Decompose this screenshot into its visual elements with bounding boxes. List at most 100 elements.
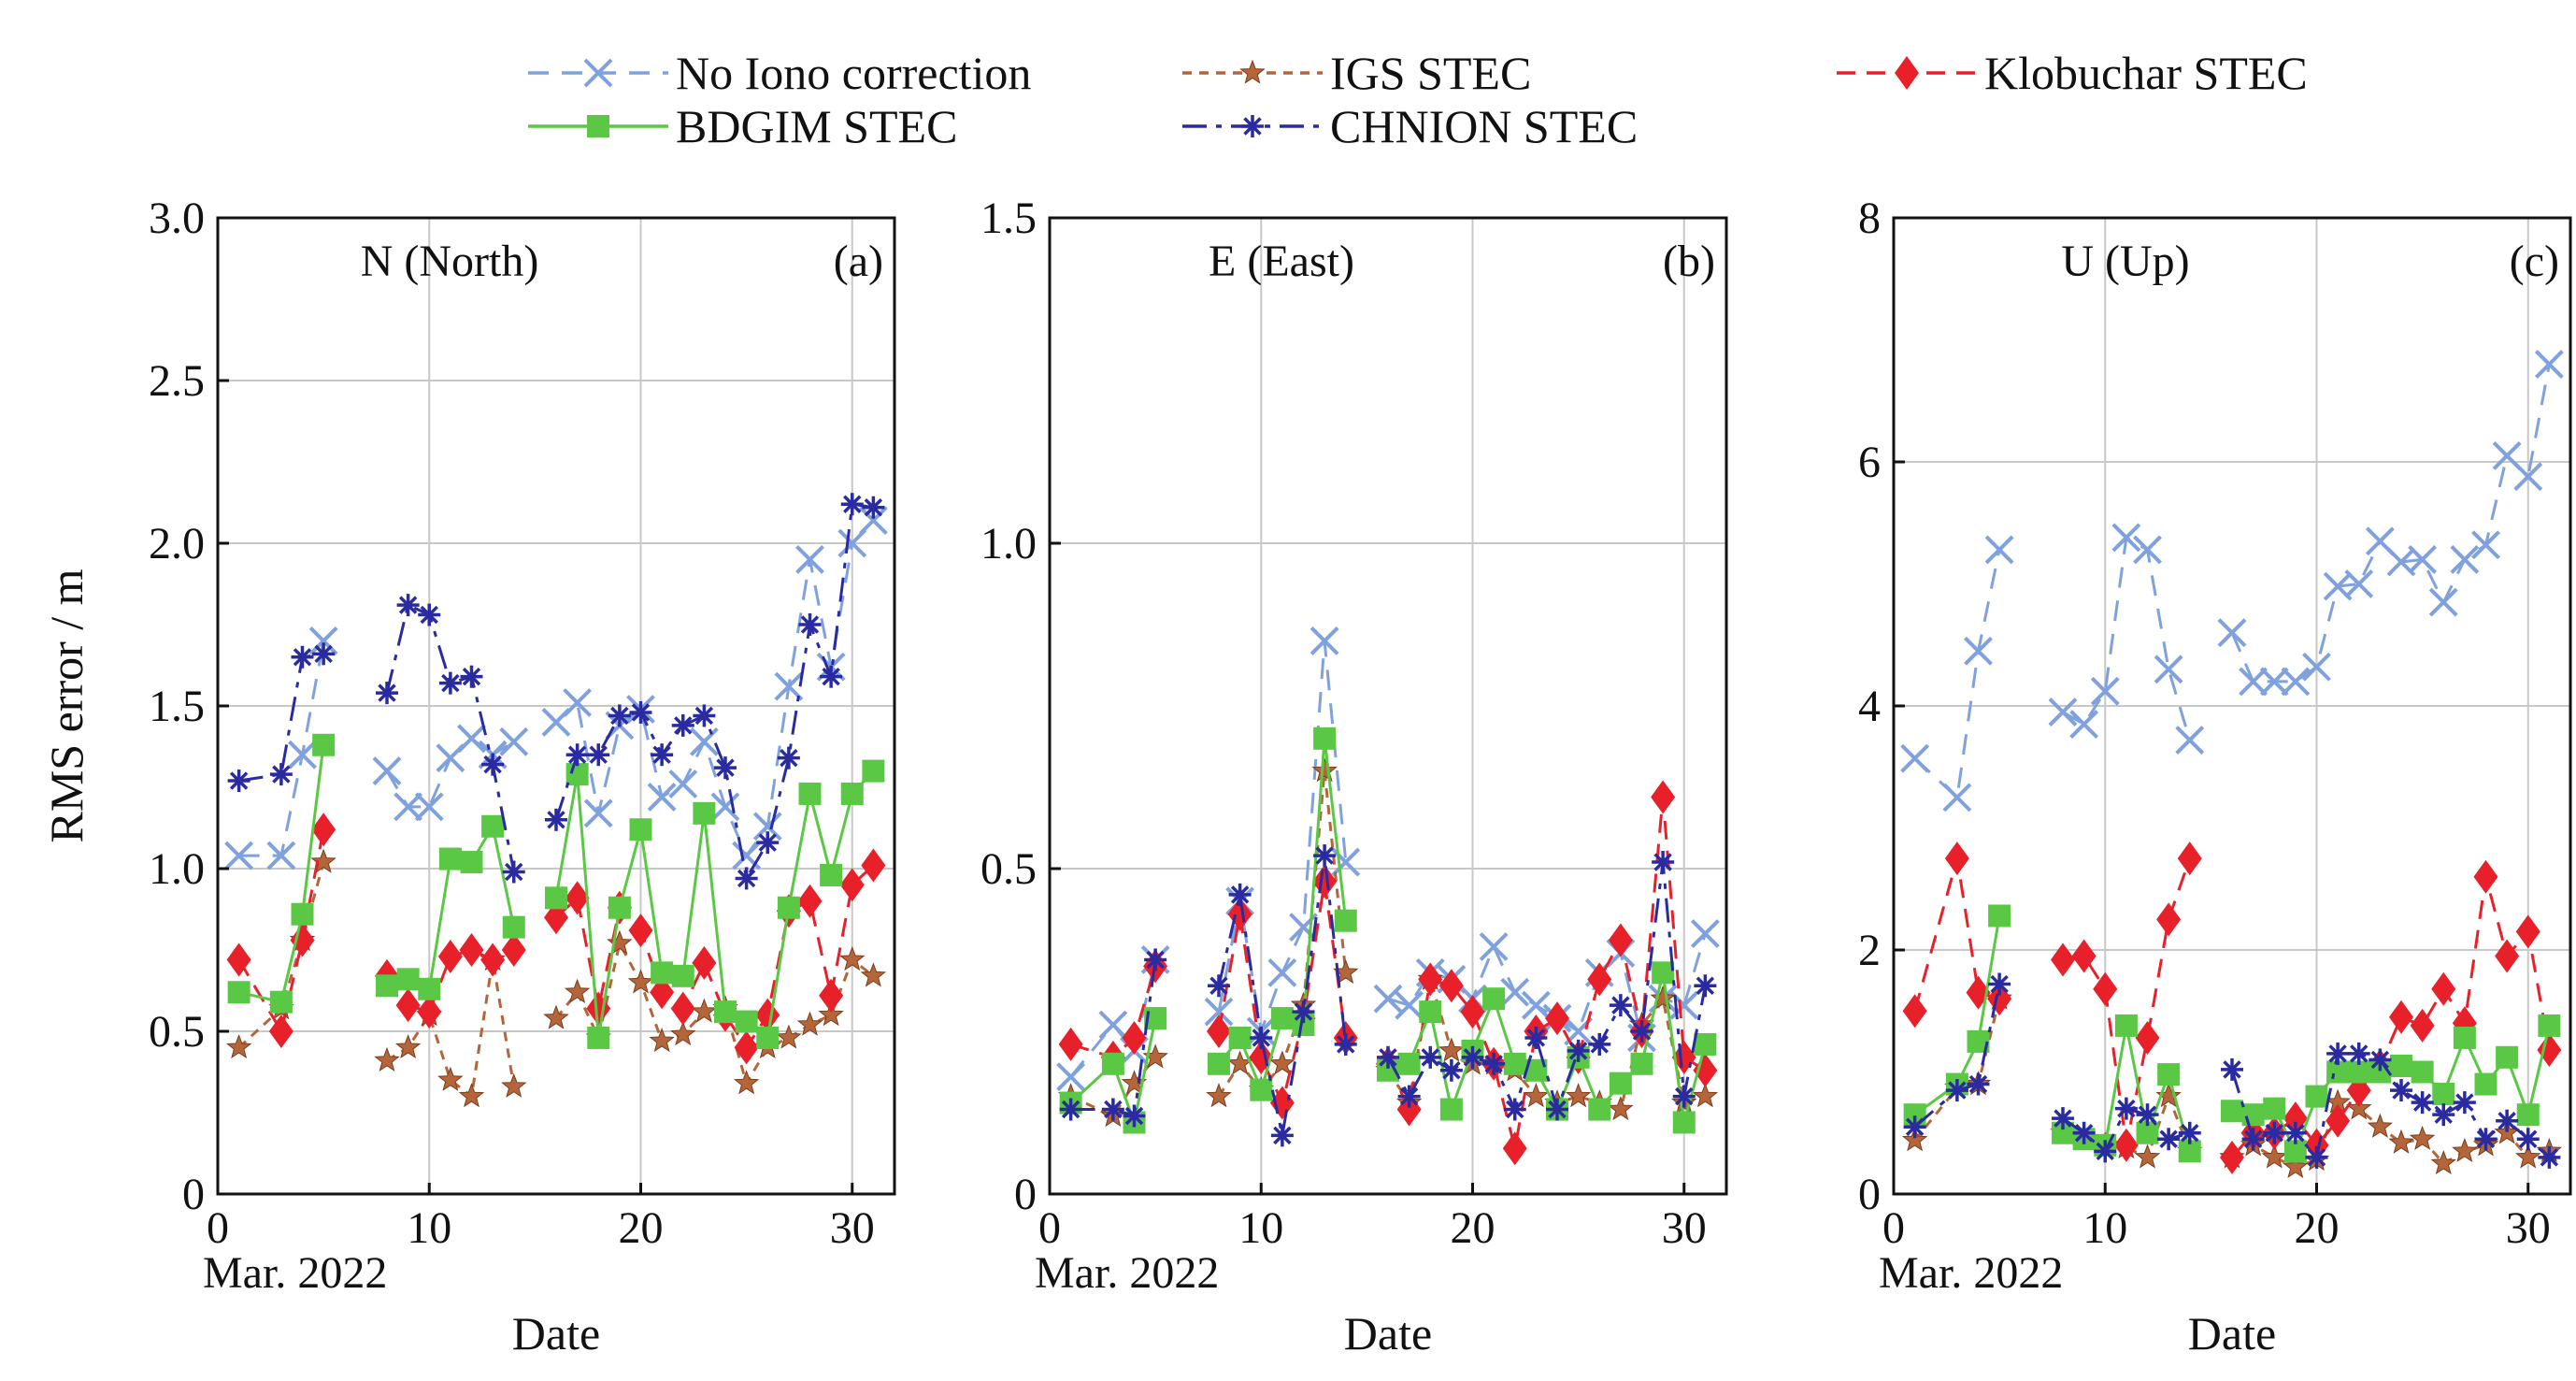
data-point-chnion bbox=[1524, 1026, 1548, 1049]
y-tick-label: 1.5 bbox=[149, 682, 205, 731]
data-point-bdgim bbox=[502, 915, 525, 939]
legend-item-klobuchar: Klobuchar STEC bbox=[1837, 47, 2308, 99]
data-point-klobuchar bbox=[2473, 859, 2498, 894]
data-point-no_iono bbox=[2471, 530, 2500, 560]
series-line-igs bbox=[1913, 998, 2001, 1142]
panel-letter: (c) bbox=[2510, 237, 2559, 286]
data-point-no_iono bbox=[752, 812, 782, 842]
x-tick-label: 30 bbox=[1662, 1203, 1707, 1253]
data-point-no_iono bbox=[1204, 997, 1234, 1027]
data-point-bdgim bbox=[629, 818, 652, 842]
data-point-bdgim bbox=[1482, 987, 1506, 1011]
data-point-chnion bbox=[1377, 1045, 1399, 1069]
data-point-bdgim bbox=[1250, 1078, 1273, 1101]
data-point-klobuchar bbox=[2051, 942, 2075, 977]
data-point-no_iono bbox=[2090, 676, 2120, 706]
data-point-bdgim bbox=[1208, 1052, 1230, 1075]
data-point-igs bbox=[1901, 1127, 1928, 1152]
data-point-bdgim bbox=[1313, 726, 1337, 750]
series-line-chnion bbox=[554, 502, 874, 883]
data-point-bdgim bbox=[1439, 1098, 1463, 1121]
data-point-igs bbox=[2452, 1137, 2478, 1162]
data-point-no_iono bbox=[795, 544, 824, 574]
data-point-igs bbox=[649, 1027, 675, 1053]
y-axis-title: RMS error / m bbox=[40, 568, 93, 842]
data-point-klobuchar bbox=[2093, 971, 2118, 1006]
data-point-igs bbox=[860, 962, 887, 987]
data-point-chnion bbox=[1988, 972, 2011, 996]
data-point-igs bbox=[2388, 1129, 2414, 1154]
data-point-klobuchar bbox=[417, 995, 442, 1029]
series-line-chnion bbox=[1913, 984, 2001, 1129]
data-point-bdgim bbox=[1694, 1032, 1717, 1056]
data-point-no_iono bbox=[2239, 667, 2268, 697]
data-point-no_iono bbox=[2111, 523, 2141, 553]
data-point-bdgim bbox=[2411, 1060, 2434, 1084]
series-line-bdgim bbox=[1387, 972, 1707, 1123]
grid bbox=[1894, 218, 2570, 1194]
data-point-bdgim bbox=[396, 968, 420, 991]
grid bbox=[1050, 218, 1726, 1194]
data-point-chnion bbox=[2072, 1121, 2096, 1144]
legend-marker-bdgim bbox=[587, 115, 609, 137]
data-point-chnion bbox=[396, 594, 420, 617]
data-point-no_iono bbox=[1942, 783, 1972, 813]
data-point-klobuchar bbox=[459, 933, 484, 967]
data-point-klobuchar bbox=[501, 933, 526, 967]
data-point-klobuchar bbox=[692, 945, 717, 980]
data-point-chnion bbox=[481, 753, 505, 776]
data-point-chnion bbox=[438, 671, 462, 695]
data-point-chnion bbox=[1967, 1072, 1990, 1096]
x-tick-label: 0 bbox=[1038, 1203, 1061, 1253]
data-point-bdgim bbox=[735, 1010, 758, 1033]
data-point-chnion bbox=[1228, 883, 1252, 906]
x-tick-label: 10 bbox=[1238, 1203, 1283, 1253]
data-point-bdgim bbox=[798, 782, 822, 805]
data-point-chnion bbox=[1292, 1000, 1315, 1024]
data-point-igs bbox=[1650, 985, 1676, 1010]
data-point-klobuchar bbox=[1438, 969, 1464, 1003]
data-point-klobuchar bbox=[1502, 1131, 1527, 1166]
data-point-chnion bbox=[2241, 1128, 2265, 1151]
y-tick-label: 2.0 bbox=[149, 519, 205, 568]
series-line-bdgim bbox=[1913, 915, 2001, 1116]
data-point-chnion bbox=[2263, 1121, 2286, 1144]
x-tick-label: 20 bbox=[1451, 1203, 1496, 1253]
series-line-chnion bbox=[238, 652, 324, 783]
data-point-chnion bbox=[1270, 1124, 1294, 1147]
data-point-klobuchar bbox=[1902, 994, 1927, 1029]
data-point-klobuchar bbox=[628, 913, 653, 948]
data-point-no_iono bbox=[837, 528, 867, 558]
x-tick-label: 10 bbox=[407, 1203, 451, 1253]
y-tick-label: 8 bbox=[1858, 194, 1881, 243]
data-point-no_iono bbox=[2175, 726, 2205, 755]
data-point-no_iono bbox=[647, 783, 677, 812]
data-point-bdgim bbox=[1988, 904, 2011, 928]
data-point-igs bbox=[670, 1021, 696, 1046]
data-point-igs bbox=[310, 848, 336, 873]
data-point-igs bbox=[1269, 1050, 1295, 1075]
data-point-klobuchar bbox=[1207, 1014, 1231, 1048]
data-point-igs bbox=[818, 1001, 844, 1027]
panel-letter: (a) bbox=[834, 237, 883, 286]
data-point-bdgim bbox=[2221, 1100, 2243, 1123]
data-point-chnion bbox=[651, 743, 674, 767]
data-point-chnion bbox=[1397, 1085, 1421, 1108]
data-point-no_iono bbox=[1521, 990, 1551, 1020]
data-point-no_iono bbox=[563, 688, 593, 717]
data-point-klobuchar bbox=[2326, 1103, 2351, 1138]
data-point-chnion bbox=[1546, 1098, 1568, 1121]
data-point-chnion bbox=[2178, 1121, 2201, 1144]
data-point-chnion bbox=[545, 808, 567, 831]
y-tick-label: 0.5 bbox=[980, 844, 1037, 894]
data-point-bdgim bbox=[269, 990, 293, 1014]
data-point-chnion bbox=[2157, 1128, 2181, 1151]
x-month-label: Mar. 2022 bbox=[1879, 1248, 2063, 1298]
data-point-bdgim bbox=[1652, 961, 1675, 985]
ticks: 0 2 4 6 8 0 10 20 30 bbox=[1858, 194, 2551, 1253]
legend-label-no_iono: No Iono correction bbox=[676, 47, 1031, 99]
x-month-label: Mar. 2022 bbox=[1035, 1248, 1219, 1298]
legend-marker-chnion bbox=[1241, 115, 1264, 137]
data-point-klobuchar bbox=[819, 978, 844, 1013]
